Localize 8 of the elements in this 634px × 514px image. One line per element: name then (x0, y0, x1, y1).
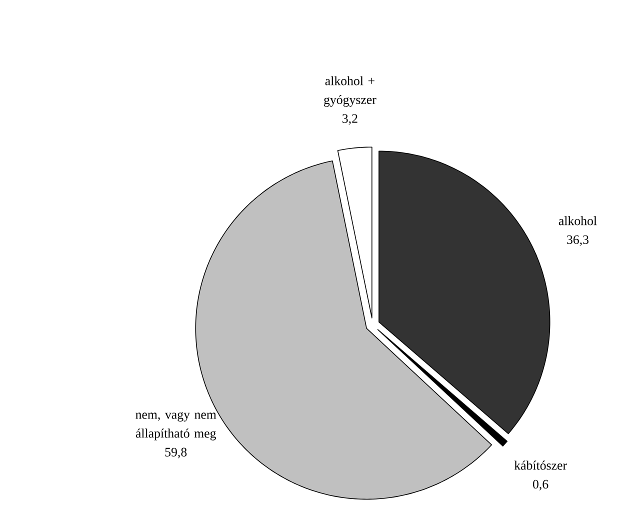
data-label: 3,2 (342, 114, 358, 125)
slice-label: kábítószer (514, 460, 567, 470)
slice-label: alkohol + gyógyszer (324, 76, 376, 107)
data-label: 59,8 (165, 448, 187, 458)
data-label: 36,3 (567, 236, 589, 246)
data-label: 0,6 (533, 480, 548, 491)
slice-label: alkohol (558, 216, 597, 226)
slice-label: nem, vagy nem állapítható meg (136, 412, 216, 440)
